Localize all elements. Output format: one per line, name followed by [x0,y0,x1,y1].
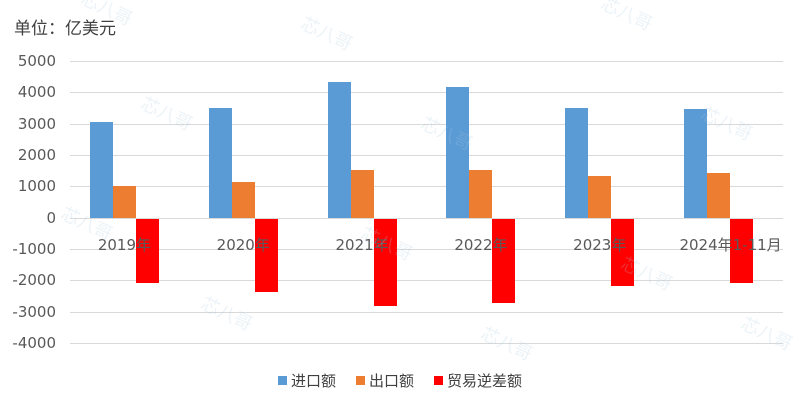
bar-deficit [135,218,159,283]
x-tick-label: 2022年 [454,235,508,254]
y-tick-label: 0 [46,208,56,227]
gridline [70,92,783,93]
y-tick-label: -2000 [12,271,56,290]
gridline [70,155,783,156]
legend-item: 贸易逆差额 [434,370,522,391]
legend-swatch-icon [434,376,443,385]
y-tick-label: 5000 [17,52,56,70]
bar-deficit [492,218,516,303]
bar-import [208,108,232,218]
legend-item: 出口额 [355,370,414,391]
bar-export [350,170,374,218]
bar-import [327,82,351,218]
y-tick-label: -1000 [12,240,56,258]
bar-export [112,186,136,218]
x-tick-label: 2019年 [97,235,151,254]
gridline [70,280,783,281]
bar-import [446,87,470,218]
y-tick-label: 2000 [17,146,56,164]
watermark: 芯八哥 [137,93,196,136]
legend-label: 出口额 [368,372,414,390]
legend-label: 进口额 [290,372,336,390]
bar-export [469,170,493,218]
x-tick-label: 2024年1-11月 [679,235,782,254]
legend-label: 贸易逆差额 [447,372,523,390]
gridline [70,186,783,187]
gridline [70,343,783,344]
x-tick-label: 2020年 [216,235,270,254]
x-tick-label: 2021年 [335,235,389,254]
gridline [70,218,783,219]
watermark: 芯八哥 [197,293,256,336]
gridline [70,124,783,125]
y-tick-label: 3000 [17,114,56,133]
x-tick-label: 2023年 [573,235,627,254]
bar-export [588,176,612,218]
legend-swatch-icon [277,376,287,385]
watermark: 芯八哥 [297,13,356,56]
watermark: 芯八哥 [597,0,656,36]
bar-export [231,182,255,218]
y-tick-label: 1000 [17,177,56,196]
y-tick-label: -4000 [12,334,56,352]
unit-label: 单位：亿美元 [14,19,116,39]
bar-deficit [611,218,635,287]
gridline [70,249,783,250]
bar-deficit [373,218,397,306]
bar-import [565,108,589,218]
bar-import [684,108,708,218]
bar-deficit [730,218,754,283]
y-tick-label: -3000 [12,302,56,321]
legend-item: 进口额 [277,370,336,391]
bar-deficit [254,218,278,293]
bar-export [707,172,731,218]
bar-import [89,122,113,218]
legend: 进口额 出口额 贸易逆差额 [0,370,800,391]
gridline [70,312,783,313]
legend-swatch-icon [355,376,365,385]
watermark: 芯八哥 [737,313,796,356]
gridline [70,61,783,62]
y-tick-label: 4000 [17,83,56,102]
